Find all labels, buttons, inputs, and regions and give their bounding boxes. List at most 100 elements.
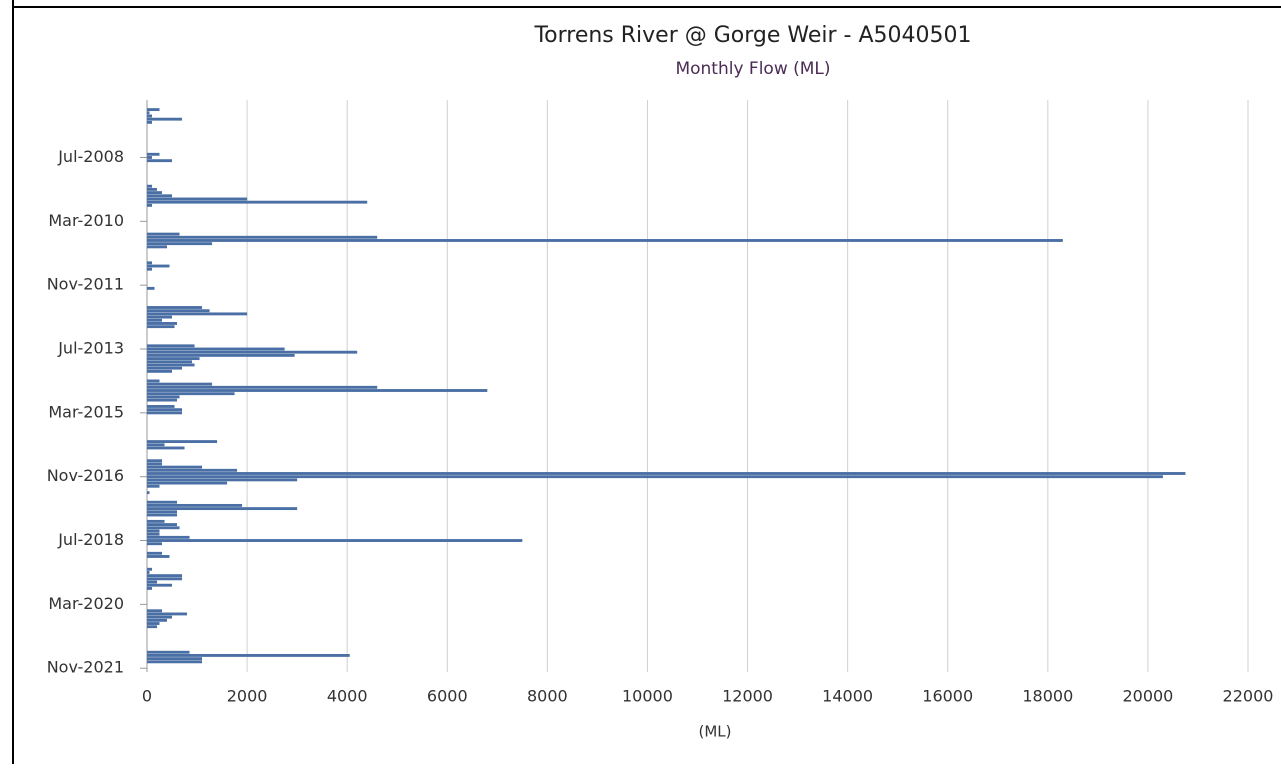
bar bbox=[147, 200, 368, 204]
bar bbox=[147, 398, 178, 402]
bar bbox=[147, 395, 180, 399]
y-tick-label: Jul-2008 bbox=[57, 147, 124, 166]
bar bbox=[147, 117, 183, 121]
bar bbox=[147, 551, 163, 555]
bar bbox=[147, 392, 235, 396]
bar bbox=[147, 526, 180, 530]
bar bbox=[147, 353, 295, 357]
bar bbox=[147, 574, 183, 578]
bar bbox=[147, 465, 203, 469]
bar bbox=[147, 267, 153, 271]
bar bbox=[147, 191, 163, 195]
bar bbox=[147, 347, 285, 351]
bar bbox=[147, 535, 190, 539]
bar bbox=[147, 503, 243, 507]
x-tick-label: 8000 bbox=[527, 687, 568, 706]
bar bbox=[147, 408, 183, 412]
bar bbox=[147, 478, 298, 482]
bar bbox=[147, 513, 178, 517]
bar bbox=[147, 529, 160, 533]
bar bbox=[147, 654, 350, 657]
bar bbox=[147, 306, 203, 309]
bar bbox=[147, 472, 1186, 475]
x-tick-label: 4000 bbox=[327, 687, 368, 706]
bar bbox=[147, 500, 178, 504]
bar bbox=[147, 532, 160, 536]
bar bbox=[147, 555, 170, 558]
bar bbox=[147, 446, 185, 450]
chart-subtitle: Monthly Flow (ML) bbox=[675, 59, 830, 79]
bar bbox=[147, 580, 158, 584]
bar bbox=[147, 315, 173, 319]
bar bbox=[147, 612, 188, 616]
bar bbox=[147, 542, 163, 546]
bar bbox=[147, 322, 178, 325]
bar bbox=[147, 232, 180, 236]
bar bbox=[147, 618, 168, 622]
bar bbox=[147, 510, 178, 514]
bar bbox=[147, 264, 170, 268]
y-tick-label: Nov-2016 bbox=[47, 466, 124, 485]
bar bbox=[147, 586, 153, 590]
bar bbox=[147, 625, 158, 629]
y-tick-label: Nov-2021 bbox=[47, 658, 124, 677]
x-tick-label: 16000 bbox=[922, 687, 973, 706]
bar bbox=[147, 484, 160, 488]
x-tick-label: 0 bbox=[142, 687, 152, 706]
bar bbox=[147, 159, 173, 163]
bar bbox=[147, 108, 160, 112]
bar bbox=[147, 286, 155, 290]
bar bbox=[147, 657, 203, 661]
bar bbox=[147, 357, 200, 361]
bar bbox=[147, 491, 150, 495]
bar bbox=[147, 405, 175, 408]
bar bbox=[147, 360, 193, 364]
bar bbox=[147, 156, 153, 159]
bar bbox=[147, 187, 158, 191]
bar bbox=[147, 519, 165, 523]
x-tick-label: 20000 bbox=[1122, 687, 1173, 706]
x-tick-label: 22000 bbox=[1223, 687, 1274, 706]
bar bbox=[147, 481, 228, 485]
bar bbox=[147, 318, 163, 322]
bar bbox=[147, 363, 195, 367]
bar bbox=[147, 203, 153, 207]
bar bbox=[147, 184, 153, 188]
bar bbox=[147, 389, 488, 392]
bar bbox=[147, 577, 183, 581]
bar bbox=[147, 261, 153, 265]
bar bbox=[147, 385, 378, 389]
bar bbox=[147, 120, 153, 124]
bar bbox=[147, 312, 248, 316]
bar bbox=[147, 325, 175, 329]
bar bbox=[147, 235, 378, 239]
bar bbox=[147, 650, 190, 654]
bar bbox=[147, 583, 173, 587]
x-tick-label: 12000 bbox=[722, 687, 773, 706]
x-tick-label: 6000 bbox=[427, 687, 468, 706]
bar bbox=[147, 242, 213, 246]
bar bbox=[147, 459, 163, 463]
bar bbox=[147, 152, 160, 156]
bar bbox=[147, 197, 248, 201]
bar bbox=[147, 609, 163, 613]
y-tick-label: Mar-2010 bbox=[48, 211, 124, 230]
bar bbox=[147, 379, 160, 383]
y-tick-label: Jul-2018 bbox=[57, 530, 124, 549]
bar bbox=[147, 468, 238, 472]
bar bbox=[147, 411, 183, 415]
bar bbox=[147, 350, 358, 354]
y-tick-label: Jul-2013 bbox=[57, 339, 124, 358]
y-tick-label: Mar-2015 bbox=[48, 402, 124, 421]
bar bbox=[147, 111, 150, 115]
bar bbox=[147, 567, 153, 571]
bar bbox=[147, 475, 1163, 479]
bar bbox=[147, 194, 173, 198]
bar bbox=[147, 309, 210, 313]
bar bbox=[147, 369, 173, 373]
x-tick-label: 18000 bbox=[1022, 687, 1073, 706]
bar bbox=[147, 571, 150, 574]
chart-title: Torrens River @ Gorge Weir - A5040501 bbox=[533, 23, 971, 48]
